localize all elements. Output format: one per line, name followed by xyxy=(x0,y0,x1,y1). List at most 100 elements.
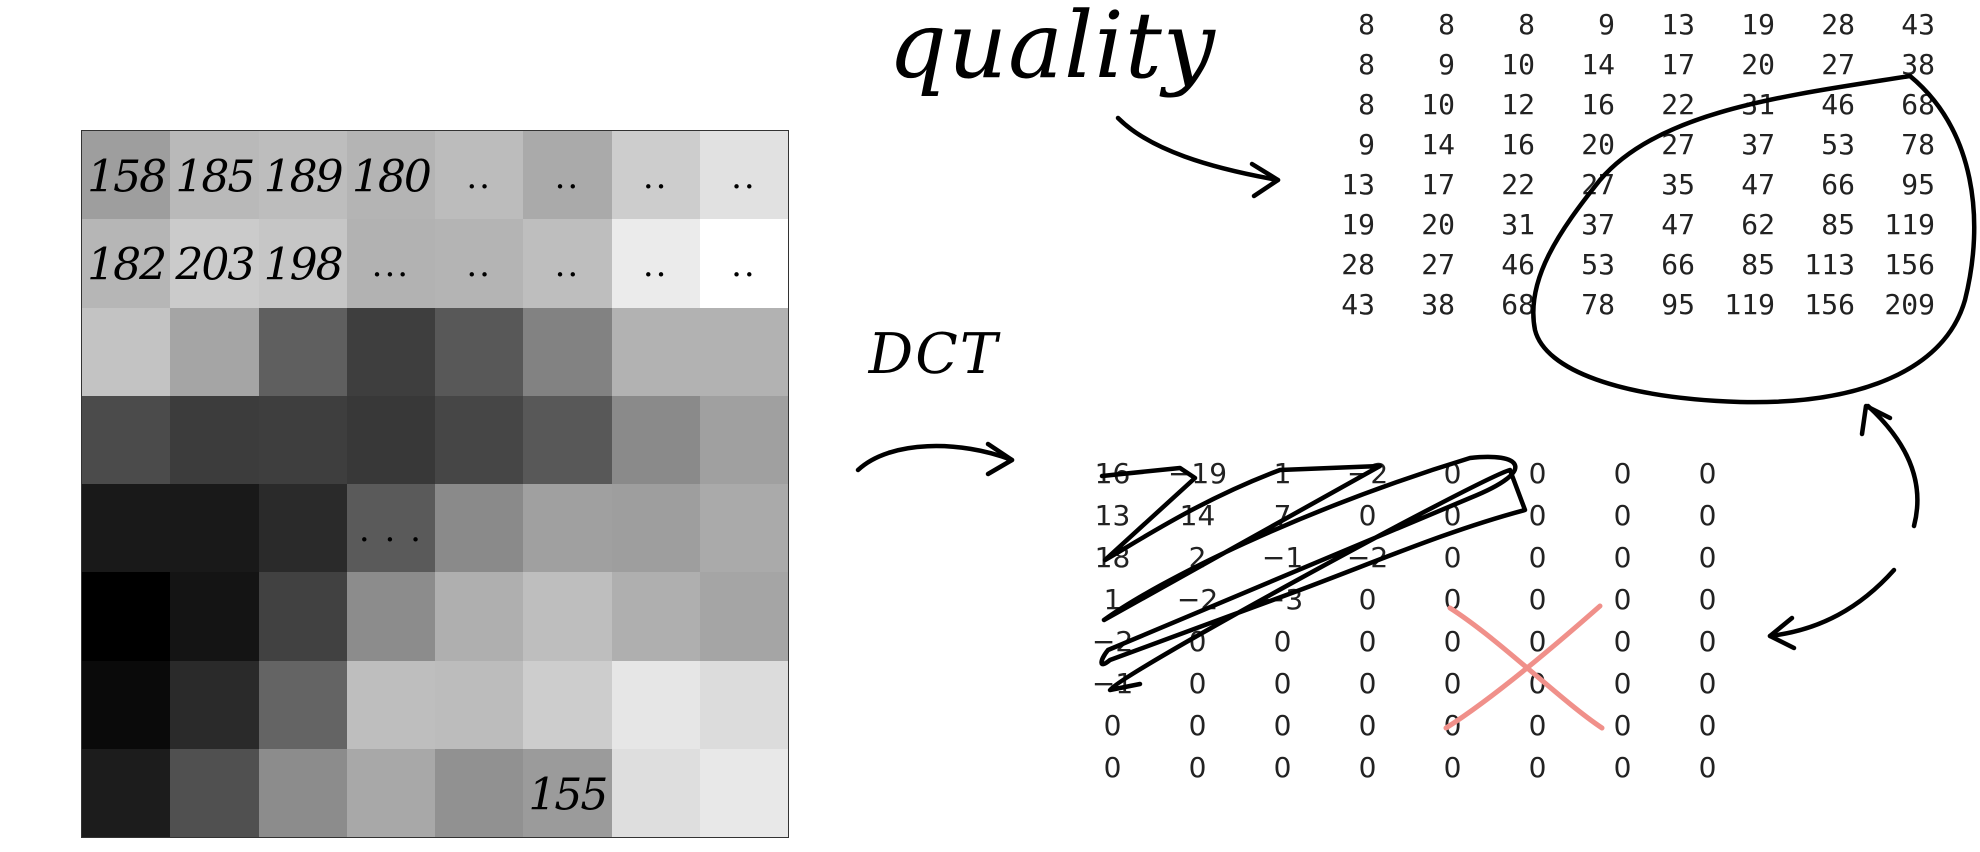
table-row: 19 20 31 37 47 62 85 119 xyxy=(1295,204,1935,244)
pixel-cell xyxy=(82,572,171,661)
quality-arrow xyxy=(1115,115,1281,183)
quantization-cell: 46 xyxy=(1501,247,1535,281)
coefficient-cell: 0 xyxy=(1358,582,1377,616)
pixel-block-grid: 158 185 189 180........ 182 203 198...........… xyxy=(81,130,789,838)
table-row: 8 8 8 9 13 19 28 43 xyxy=(1295,4,1935,44)
pixel-cell xyxy=(611,660,700,749)
quantization-cell: 35 xyxy=(1661,167,1695,201)
coefficient-cell: 0 xyxy=(1613,666,1632,700)
pixel-value-annotation: ... xyxy=(371,245,411,286)
pixel-cell: 185 xyxy=(170,131,259,220)
pixel-value-annotation: .. xyxy=(554,156,581,197)
pixel-value-annotation: 155 xyxy=(528,769,608,821)
pixel-cell: . . . xyxy=(346,484,435,573)
quantization-cell: 8 xyxy=(1518,7,1535,41)
coefficient-cell: 0 xyxy=(1273,624,1292,658)
coefficient-cell: 0 xyxy=(1698,708,1717,742)
coefficient-cell: 0 xyxy=(1528,708,1547,742)
pixel-cell xyxy=(170,748,259,837)
pixel-value-annotation: 185 xyxy=(175,151,255,203)
pixel-cell xyxy=(346,572,435,661)
pixel-cell xyxy=(611,395,700,484)
pixel-cell: ... xyxy=(346,219,435,308)
pixel-cell xyxy=(82,395,171,484)
quantization-cell: 46 xyxy=(1821,87,1855,121)
quantization-cell: 10 xyxy=(1421,87,1455,121)
pixel-cell: 189 xyxy=(258,131,347,220)
quantization-cell: 66 xyxy=(1821,167,1855,201)
quantization-cell: 119 xyxy=(1724,287,1775,321)
feedback-arrow-up xyxy=(1865,403,1920,529)
quantization-cell: 66 xyxy=(1661,247,1695,281)
coefficient-cell: 0 xyxy=(1358,750,1377,784)
coefficient-cell: 0 xyxy=(1613,540,1632,574)
pixel-cell xyxy=(346,307,435,396)
quantization-cell: 27 xyxy=(1821,47,1855,81)
pixel-cell xyxy=(523,660,612,749)
pixel-cell: 180 xyxy=(346,131,435,220)
pixel-value-annotation: 182 xyxy=(87,239,167,291)
quantization-cell: 113 xyxy=(1804,247,1855,281)
coefficient-cell: 0 xyxy=(1188,750,1207,784)
quantization-cell: 95 xyxy=(1661,287,1695,321)
coefficient-cell: 0 xyxy=(1443,666,1462,700)
quality-arrowhead xyxy=(1249,161,1281,199)
quantization-cell: 8 xyxy=(1358,47,1375,81)
pixel-cell xyxy=(523,395,612,484)
pixel-cell xyxy=(699,572,788,661)
coefficient-cell: 0 xyxy=(1103,708,1122,742)
coefficient-cell: 0 xyxy=(1443,624,1462,658)
pixel-cell: .. xyxy=(435,131,524,220)
coefficient-cell: 0 xyxy=(1273,750,1292,784)
quantization-cell: 28 xyxy=(1341,247,1375,281)
pixel-cell xyxy=(611,484,700,573)
pixel-cell xyxy=(435,660,524,749)
pixel-cell: 182 xyxy=(82,219,171,308)
coefficient-cell: 0 xyxy=(1613,624,1632,658)
pixel-cell: .. xyxy=(435,219,524,308)
pixel-value-annotation: 189 xyxy=(263,151,344,203)
quantization-cell: 78 xyxy=(1581,287,1615,321)
coefficient-cell: 0 xyxy=(1358,708,1377,742)
pixel-cell xyxy=(611,748,700,837)
coefficient-cell: 0 xyxy=(1443,540,1462,574)
pixel-cell: .. xyxy=(611,219,700,308)
table-row: −1 0 0 0 0 0 0 0 xyxy=(1070,662,1750,704)
pixel-cell xyxy=(699,748,788,837)
quantization-cell: 85 xyxy=(1821,207,1855,241)
quantization-cell: 22 xyxy=(1661,87,1695,121)
quantization-cell: 10 xyxy=(1501,47,1535,81)
quantization-cell: 20 xyxy=(1421,207,1455,241)
quantization-cell: 62 xyxy=(1741,207,1775,241)
pixel-cell xyxy=(82,484,171,573)
dct-coefficient-table: 16 −19 1 −2 0 0 0 0 13 14 7 0 0 0 0 0 18 2 −1 −2 0 0 0 0 1 −2 −3 0 0… xyxy=(1070,452,1750,788)
zero-cross-stroke-2 xyxy=(1443,603,1603,731)
coefficient-cell: −1 xyxy=(1261,540,1304,574)
pixel-value-annotation: .. xyxy=(466,245,492,286)
quantization-cell: 95 xyxy=(1901,167,1935,201)
coefficient-cell: 0 xyxy=(1528,750,1547,784)
pixel-cell xyxy=(258,484,347,573)
pixel-cell xyxy=(611,307,700,396)
quantization-cell: 28 xyxy=(1821,7,1855,41)
pixel-cell xyxy=(346,660,435,749)
feedback-arrowhead-up xyxy=(1859,403,1893,437)
high-frequency-loop xyxy=(1531,73,1977,405)
pixel-value-annotation: .. xyxy=(466,156,492,197)
quantization-cell: 14 xyxy=(1421,127,1455,161)
pixel-value-annotation: 203 xyxy=(175,239,255,291)
quantization-cell: 38 xyxy=(1421,287,1455,321)
coefficient-cell: 0 xyxy=(1188,708,1207,742)
pixel-cell: .. xyxy=(523,219,612,308)
quantization-cell: 22 xyxy=(1501,167,1535,201)
quantization-cell: 13 xyxy=(1341,167,1375,201)
quantization-cell: 12 xyxy=(1501,87,1535,121)
quantization-table: 8 8 8 9 13 19 28 43 8 9 10 14 17 20 27 38 8 10 12 16 22 31 46 6… xyxy=(1295,4,1935,324)
quantization-cell: 8 xyxy=(1358,87,1375,121)
coefficient-cell: −1 xyxy=(1091,666,1134,700)
coefficient-cell: −19 xyxy=(1167,456,1228,490)
pixel-cell xyxy=(435,395,524,484)
table-row: 13 14 7 0 0 0 0 0 xyxy=(1070,494,1750,536)
